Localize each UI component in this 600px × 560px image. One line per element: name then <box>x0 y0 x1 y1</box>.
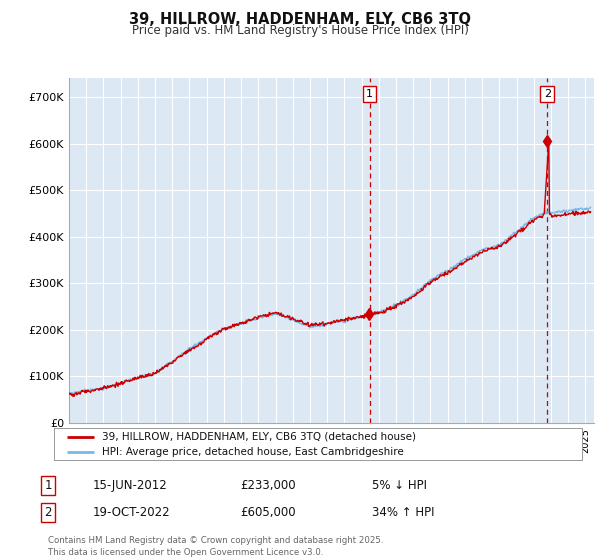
Text: 39, HILLROW, HADDENHAM, ELY, CB6 3TQ: 39, HILLROW, HADDENHAM, ELY, CB6 3TQ <box>129 12 471 27</box>
Text: £605,000: £605,000 <box>240 506 296 519</box>
Text: £233,000: £233,000 <box>240 479 296 492</box>
Text: Contains HM Land Registry data © Crown copyright and database right 2025.
This d: Contains HM Land Registry data © Crown c… <box>48 536 383 557</box>
Text: 39, HILLROW, HADDENHAM, ELY, CB6 3TQ (detached house): 39, HILLROW, HADDENHAM, ELY, CB6 3TQ (de… <box>101 432 416 442</box>
Text: 19-OCT-2022: 19-OCT-2022 <box>93 506 170 519</box>
Text: Price paid vs. HM Land Registry's House Price Index (HPI): Price paid vs. HM Land Registry's House … <box>131 24 469 36</box>
Text: 1: 1 <box>366 89 373 99</box>
Text: 5% ↓ HPI: 5% ↓ HPI <box>372 479 427 492</box>
Text: HPI: Average price, detached house, East Cambridgeshire: HPI: Average price, detached house, East… <box>101 446 403 456</box>
Text: 2: 2 <box>544 89 551 99</box>
Text: 34% ↑ HPI: 34% ↑ HPI <box>372 506 434 519</box>
Text: 15-JUN-2012: 15-JUN-2012 <box>93 479 168 492</box>
Text: 1: 1 <box>44 479 52 492</box>
Text: 2: 2 <box>44 506 52 519</box>
